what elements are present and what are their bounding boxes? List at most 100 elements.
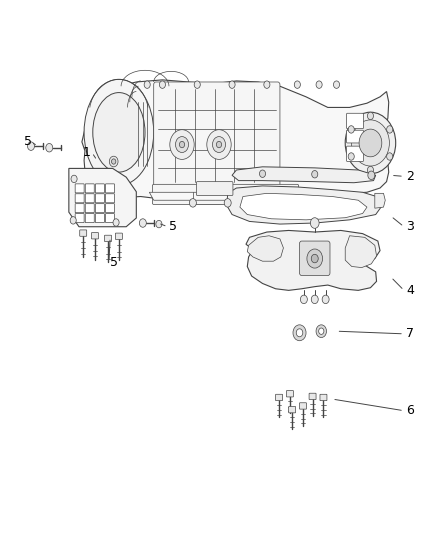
FancyBboxPatch shape xyxy=(346,114,364,128)
FancyBboxPatch shape xyxy=(85,214,94,223)
Circle shape xyxy=(368,171,375,180)
Text: 3: 3 xyxy=(406,220,414,233)
Circle shape xyxy=(216,141,222,148)
Ellipse shape xyxy=(93,93,145,172)
Circle shape xyxy=(311,295,318,304)
Circle shape xyxy=(113,219,119,226)
Circle shape xyxy=(352,120,389,166)
Circle shape xyxy=(348,126,354,133)
FancyBboxPatch shape xyxy=(95,184,104,193)
Circle shape xyxy=(176,136,188,152)
Circle shape xyxy=(316,81,322,88)
Circle shape xyxy=(170,130,194,159)
Circle shape xyxy=(367,112,374,119)
FancyBboxPatch shape xyxy=(196,182,233,196)
FancyBboxPatch shape xyxy=(106,194,114,203)
Polygon shape xyxy=(375,193,385,208)
FancyBboxPatch shape xyxy=(95,204,104,213)
Text: 2: 2 xyxy=(406,170,414,183)
Circle shape xyxy=(112,159,116,164)
Circle shape xyxy=(296,329,303,337)
FancyBboxPatch shape xyxy=(75,194,84,203)
Circle shape xyxy=(70,216,76,224)
Circle shape xyxy=(300,295,307,304)
Text: 1: 1 xyxy=(82,146,90,159)
Circle shape xyxy=(159,81,166,88)
Polygon shape xyxy=(247,236,283,261)
Circle shape xyxy=(144,81,150,88)
Circle shape xyxy=(312,171,318,178)
FancyBboxPatch shape xyxy=(80,230,87,236)
Text: 5: 5 xyxy=(170,220,177,233)
Polygon shape xyxy=(246,230,380,290)
Circle shape xyxy=(180,141,185,148)
Circle shape xyxy=(229,81,235,88)
FancyBboxPatch shape xyxy=(154,82,280,191)
FancyBboxPatch shape xyxy=(276,394,283,401)
Polygon shape xyxy=(240,193,367,220)
FancyBboxPatch shape xyxy=(300,403,307,409)
FancyBboxPatch shape xyxy=(106,214,114,223)
Circle shape xyxy=(294,81,300,88)
Circle shape xyxy=(322,295,329,304)
Polygon shape xyxy=(69,168,136,227)
Circle shape xyxy=(110,156,118,167)
Text: 4: 4 xyxy=(406,284,414,297)
FancyBboxPatch shape xyxy=(300,241,330,276)
FancyBboxPatch shape xyxy=(286,391,293,397)
Circle shape xyxy=(319,328,324,334)
FancyBboxPatch shape xyxy=(92,232,99,239)
Circle shape xyxy=(259,170,265,177)
Polygon shape xyxy=(227,186,382,224)
Circle shape xyxy=(139,219,146,227)
FancyBboxPatch shape xyxy=(116,233,122,239)
Text: 6: 6 xyxy=(406,404,414,417)
Circle shape xyxy=(333,81,339,88)
Ellipse shape xyxy=(84,79,154,185)
FancyBboxPatch shape xyxy=(75,204,84,213)
FancyBboxPatch shape xyxy=(75,214,84,223)
Polygon shape xyxy=(149,192,302,200)
FancyBboxPatch shape xyxy=(85,184,94,193)
Circle shape xyxy=(28,142,35,150)
Circle shape xyxy=(71,175,77,183)
Circle shape xyxy=(367,166,374,174)
Circle shape xyxy=(293,325,306,341)
FancyBboxPatch shape xyxy=(346,130,364,143)
FancyBboxPatch shape xyxy=(85,194,94,203)
Circle shape xyxy=(194,81,200,88)
Polygon shape xyxy=(82,80,389,204)
FancyBboxPatch shape xyxy=(95,214,104,223)
FancyBboxPatch shape xyxy=(95,194,104,203)
FancyBboxPatch shape xyxy=(320,394,327,401)
Circle shape xyxy=(307,249,322,268)
FancyBboxPatch shape xyxy=(85,204,94,213)
FancyBboxPatch shape xyxy=(309,393,316,400)
Circle shape xyxy=(311,217,319,228)
FancyBboxPatch shape xyxy=(106,204,114,213)
Circle shape xyxy=(387,153,393,160)
Circle shape xyxy=(212,136,226,152)
Circle shape xyxy=(156,220,162,228)
Circle shape xyxy=(387,126,393,133)
Text: 5: 5 xyxy=(24,135,32,148)
FancyBboxPatch shape xyxy=(152,184,299,205)
Circle shape xyxy=(311,254,318,263)
Circle shape xyxy=(264,81,270,88)
Circle shape xyxy=(207,130,231,159)
Polygon shape xyxy=(345,236,377,268)
FancyBboxPatch shape xyxy=(346,146,364,161)
FancyBboxPatch shape xyxy=(105,235,112,241)
Text: 5: 5 xyxy=(110,256,118,269)
Circle shape xyxy=(359,129,382,157)
Circle shape xyxy=(224,199,231,207)
Circle shape xyxy=(189,199,196,207)
Circle shape xyxy=(348,153,354,160)
Circle shape xyxy=(345,112,396,174)
FancyBboxPatch shape xyxy=(106,184,114,193)
Circle shape xyxy=(316,325,326,337)
FancyBboxPatch shape xyxy=(289,407,296,413)
FancyBboxPatch shape xyxy=(75,184,84,193)
Polygon shape xyxy=(232,167,376,183)
Circle shape xyxy=(46,143,53,152)
